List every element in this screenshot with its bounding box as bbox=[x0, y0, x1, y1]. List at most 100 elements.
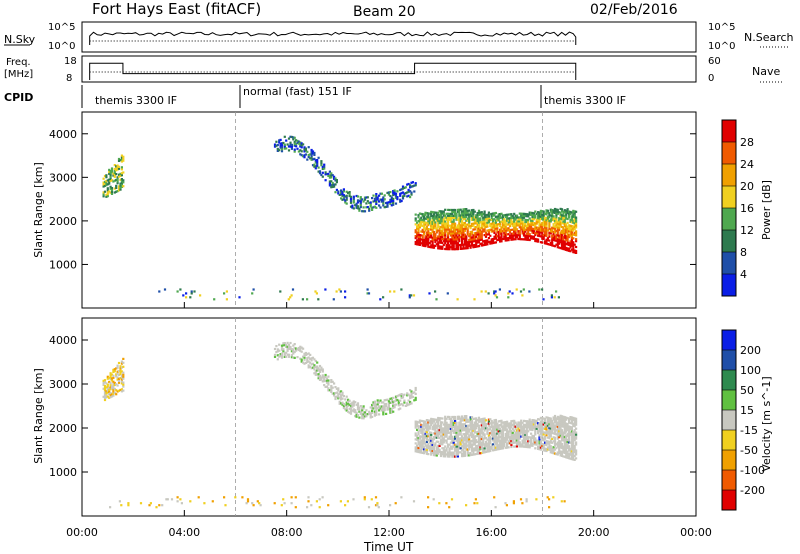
power-cell bbox=[109, 174, 112, 177]
power-cell bbox=[280, 146, 284, 149]
velocity-cell bbox=[493, 441, 496, 444]
velocity-cell bbox=[497, 444, 500, 447]
power-cell bbox=[289, 143, 292, 146]
power-cell bbox=[520, 218, 523, 221]
power-cell bbox=[430, 214, 433, 217]
power-cell bbox=[530, 223, 533, 226]
velocity-cell bbox=[497, 434, 500, 437]
velocity-cell bbox=[321, 370, 324, 373]
power-cell bbox=[552, 215, 555, 218]
power-cell bbox=[551, 238, 554, 241]
velocity-cell bbox=[500, 445, 503, 448]
velocity-cell bbox=[356, 402, 360, 405]
power-cell bbox=[504, 221, 507, 224]
velocity-cell bbox=[449, 419, 452, 423]
power-cell bbox=[568, 214, 571, 217]
velocity-cell bbox=[560, 435, 564, 438]
power-cell bbox=[280, 144, 284, 147]
velocity-cell bbox=[108, 388, 111, 391]
velocity-cell bbox=[559, 428, 562, 431]
velocity-cell bbox=[325, 385, 329, 388]
velocity-cell bbox=[497, 424, 500, 427]
power-cell bbox=[444, 224, 447, 227]
power-cell bbox=[390, 196, 393, 199]
velocity-cell bbox=[108, 392, 111, 395]
power-cell bbox=[448, 208, 451, 212]
power-cell bbox=[513, 226, 516, 229]
power-cell bbox=[559, 231, 562, 234]
velocity-cell bbox=[290, 350, 293, 353]
power-cell bbox=[452, 246, 455, 249]
power-cell bbox=[410, 191, 413, 194]
velocity-cell bbox=[456, 451, 459, 454]
power-cell bbox=[158, 290, 161, 293]
velocity-cell bbox=[465, 424, 468, 428]
velocity-cell bbox=[468, 440, 471, 443]
power-cell bbox=[486, 215, 489, 218]
velocity-cell bbox=[480, 435, 483, 439]
xtick-label: 04:00 bbox=[168, 526, 200, 539]
power-cell bbox=[119, 184, 122, 187]
power-cell bbox=[566, 249, 569, 252]
power-cell bbox=[548, 221, 551, 225]
power-cell bbox=[556, 244, 559, 247]
velocity-cell bbox=[115, 375, 118, 378]
power-cell bbox=[562, 222, 565, 225]
velocity-cell bbox=[563, 435, 566, 439]
velocity-cell bbox=[454, 431, 457, 434]
velocity-cell bbox=[273, 502, 276, 505]
velocity-cell bbox=[541, 446, 544, 449]
velocity-cell bbox=[559, 430, 562, 433]
power-cell bbox=[463, 235, 466, 238]
power-cell bbox=[446, 246, 450, 249]
velocity-cell bbox=[468, 442, 471, 445]
power-cell bbox=[473, 236, 476, 239]
power-cell bbox=[495, 296, 499, 299]
power-cell bbox=[550, 296, 553, 299]
velocity-cell bbox=[352, 404, 355, 407]
power-cell bbox=[568, 230, 571, 233]
velocity-cell bbox=[500, 433, 503, 436]
velocity-cell bbox=[472, 453, 475, 456]
velocity-cell bbox=[421, 428, 424, 431]
ytick-label: 3000 bbox=[49, 378, 77, 391]
power-cell bbox=[508, 229, 512, 232]
velocity-cell bbox=[559, 444, 562, 447]
velocity-cell bbox=[473, 453, 476, 456]
velocity-cell bbox=[363, 415, 367, 418]
power-cell bbox=[454, 238, 457, 241]
power-cell bbox=[113, 164, 116, 167]
power-cell bbox=[449, 234, 452, 237]
velocity-cell bbox=[473, 502, 476, 505]
velocity-cell bbox=[430, 453, 433, 456]
power-cell bbox=[455, 240, 458, 243]
velocity-cell bbox=[572, 438, 575, 441]
power-cell bbox=[524, 214, 527, 218]
velocity-cell bbox=[466, 424, 469, 427]
power-cell bbox=[545, 223, 548, 226]
velocity-cell bbox=[538, 418, 541, 421]
velocity-cell bbox=[541, 417, 544, 420]
power-cell bbox=[417, 243, 420, 246]
velocity-cell bbox=[545, 430, 548, 433]
velocity-cell bbox=[479, 436, 482, 439]
velocity-cell bbox=[563, 455, 566, 458]
power-cell bbox=[490, 238, 493, 241]
velocity-cell bbox=[521, 445, 524, 448]
power-cell bbox=[569, 228, 572, 231]
velocity-cell bbox=[570, 438, 573, 441]
velocity-cell bbox=[106, 385, 109, 388]
velocity-cell bbox=[376, 504, 379, 507]
velocity-cell bbox=[112, 394, 115, 397]
velocity-cell bbox=[120, 374, 123, 377]
power-cell bbox=[555, 216, 558, 219]
velocity-cell bbox=[541, 421, 544, 424]
velocity-cell bbox=[282, 348, 285, 351]
velocity-cell bbox=[434, 442, 437, 445]
power-cell bbox=[569, 230, 572, 233]
velocity-cell bbox=[489, 440, 492, 443]
power-cell bbox=[545, 213, 548, 216]
power-cell bbox=[559, 237, 562, 240]
power-cell bbox=[456, 224, 459, 227]
power-cell bbox=[414, 219, 417, 222]
